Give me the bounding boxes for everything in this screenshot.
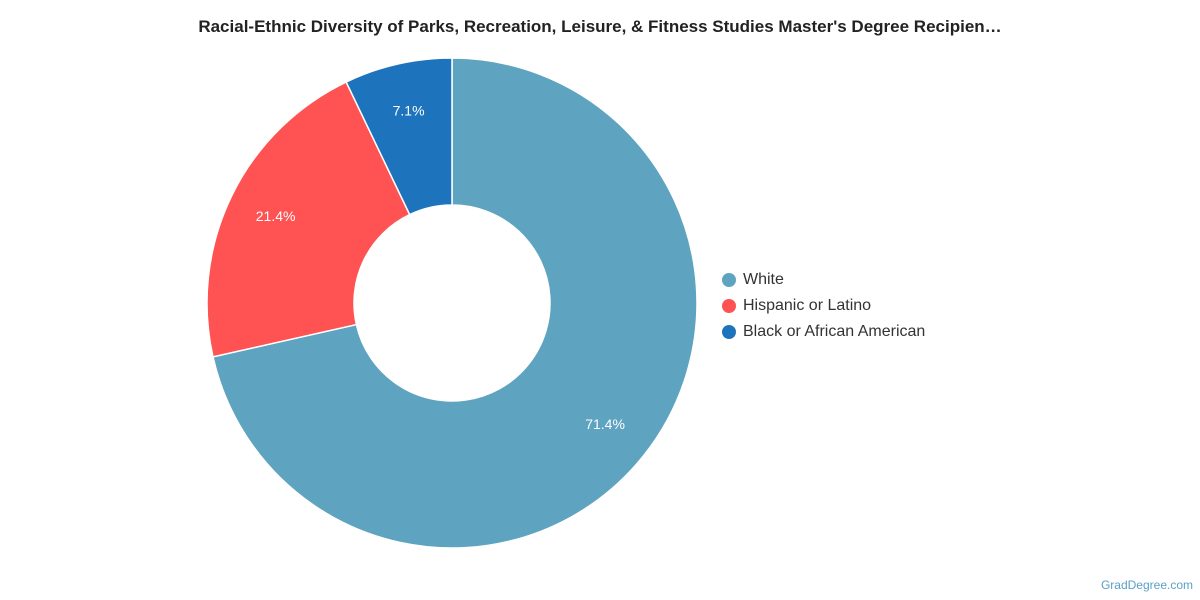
- slice-label: 21.4%: [256, 208, 296, 224]
- legend-item[interactable]: Hispanic or Latino: [722, 293, 925, 319]
- legend-item[interactable]: Black or African American: [722, 319, 925, 345]
- slice-black-or-african-american[interactable]: [345, 57, 453, 216]
- chart-legend: White Hispanic or Latino Black or African …: [722, 267, 925, 345]
- legend-swatch: [722, 273, 736, 287]
- donut-slices: [206, 57, 698, 549]
- legend-swatch: [722, 299, 736, 313]
- slice-labels: 71.4% 21.4% 7.1%: [256, 103, 625, 433]
- slice-label: 71.4%: [585, 416, 625, 432]
- legend-label: Hispanic or Latino: [743, 297, 872, 314]
- slice-white[interactable]: [212, 57, 698, 549]
- watermark[interactable]: GradDegree.com: [1100, 578, 1193, 592]
- legend-label: Black or African American: [743, 323, 926, 340]
- legend-swatch: [722, 325, 736, 339]
- slice-hispanic-or-latino[interactable]: [206, 81, 411, 358]
- slice-label: 7.1%: [393, 103, 425, 119]
- legend-label: White: [743, 271, 784, 288]
- legend-item[interactable]: White: [722, 267, 925, 293]
- chart-title: Racial-Ethnic Diversity of Parks, Recrea…: [198, 17, 1002, 36]
